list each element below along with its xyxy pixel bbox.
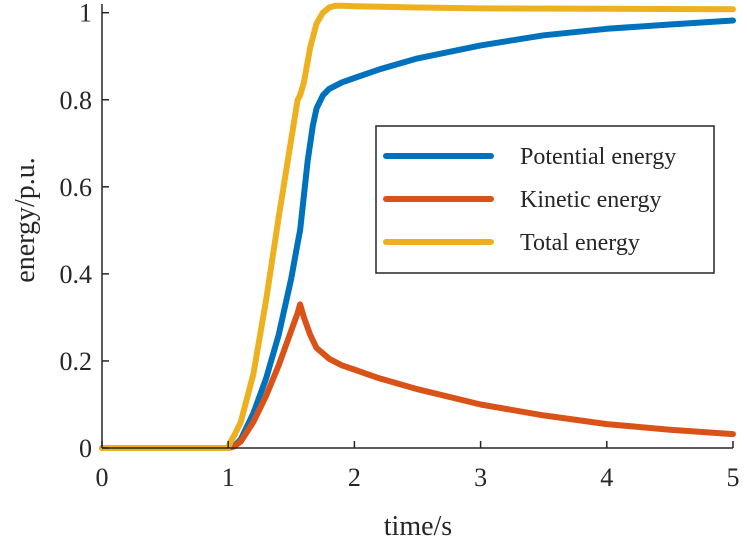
y-tick-label: 0.2 — [60, 347, 93, 376]
y-tick-label: 0 — [79, 434, 92, 463]
ticks-layer: 0 1 2 3 4 5 0 0.2 0.4 0.6 0.8 1 — [60, 0, 740, 492]
legend-items: Potential energy Kinetic energy Total ener… — [383, 144, 676, 256]
y-tick-label: 0.4 — [60, 260, 93, 289]
y-axis-label: energy/p.u. — [10, 157, 41, 282]
axes-layer — [101, 4, 733, 449]
x-tick-label: 2 — [348, 463, 361, 492]
x-tick-label: 0 — [96, 463, 109, 492]
x-tick-label: 1 — [222, 463, 235, 492]
series-line-kinetic-energy — [99, 301, 736, 451]
y-tick-label: 0.8 — [60, 86, 93, 115]
legend-label-total-energy: Total energy — [520, 230, 640, 256]
legend-label-kinetic-energy: Kinetic energy — [520, 187, 662, 213]
x-tick-label: 5 — [727, 463, 740, 492]
y-tick-label: 0.6 — [60, 173, 93, 202]
x-tick-label: 3 — [474, 463, 487, 492]
series-layer — [99, 2, 736, 451]
x-axis-label: time/s — [384, 511, 452, 542]
series-line-total-energy — [99, 2, 736, 451]
legend: Potential energy Kinetic energy Total ener… — [375, 125, 715, 274]
y-tick-label: 1 — [79, 0, 92, 28]
series-line-potential-energy — [99, 17, 736, 451]
x-tick-label: 4 — [600, 463, 613, 492]
legend-label-potential-energy: Potential energy — [520, 144, 676, 170]
